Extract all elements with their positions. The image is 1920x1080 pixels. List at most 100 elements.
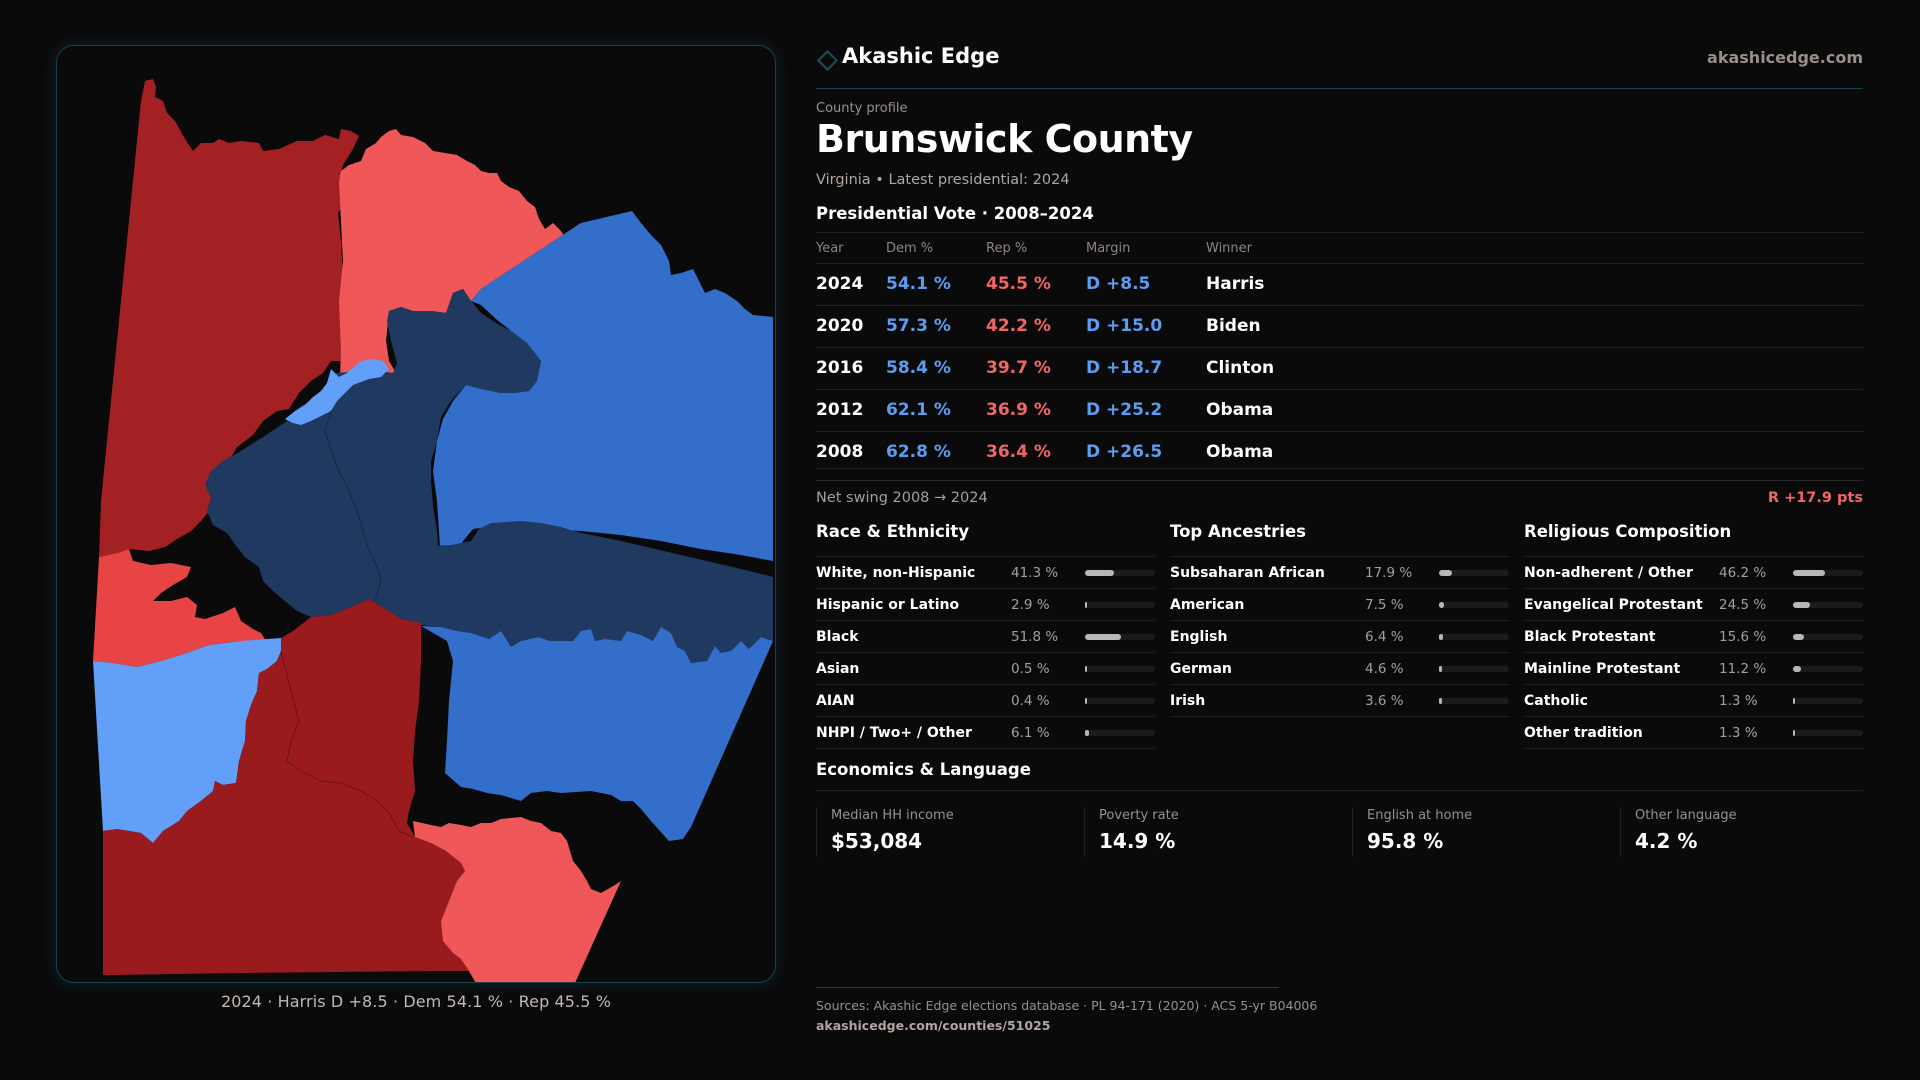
percent-bar-track (1439, 634, 1509, 640)
percent-bar-track (1439, 666, 1509, 672)
table-row: 2020 57.3 % 42.2 % D +15.0 Biden (816, 305, 1863, 347)
map-region-southeast-dem[interactable] (421, 626, 773, 841)
cell-year: 2020 (816, 316, 864, 336)
list-item: Black 51.8 % (816, 621, 1155, 653)
footer-divider (816, 987, 1279, 988)
percent-bar-fill (1793, 570, 1825, 576)
cell-rep: 45.5 % (986, 274, 1051, 294)
brand-url-link[interactable]: akashicedge.com (1707, 48, 1863, 67)
item-label: Catholic (1524, 693, 1588, 709)
item-value: 41.3 % (1011, 565, 1059, 581)
item-label: Subsaharan African (1170, 565, 1325, 581)
net-swing-value: R +17.9 pts (1767, 490, 1863, 506)
cell-winner: Biden (1206, 316, 1261, 336)
map-region-inlet-lean-dem[interactable] (285, 359, 389, 425)
list-item: Black Protestant 15.6 % (1524, 621, 1863, 653)
map-region-southwest-lean-dem[interactable] (93, 638, 281, 843)
stat-english-at-home: English at home 95.8 % (1352, 807, 1627, 857)
col-header-winner: Winner (1206, 241, 1253, 256)
map-region-north-lean-rep[interactable] (339, 129, 581, 403)
item-label: German (1170, 661, 1232, 677)
list-item: AIAN 0.4 % (816, 685, 1155, 717)
percent-bar-track (1793, 634, 1863, 640)
map-region-southeast-lean-rep[interactable] (413, 817, 621, 982)
item-value: 2.9 % (1011, 597, 1050, 613)
stat-label: English at home (1367, 808, 1473, 823)
economics-divider (816, 790, 1863, 791)
item-value: 1.3 % (1719, 725, 1758, 741)
percent-bar-fill (1085, 634, 1121, 640)
cell-dem: 62.8 % (886, 442, 951, 462)
cell-winner: Obama (1206, 400, 1274, 420)
stat-value: 14.9 % (1099, 829, 1176, 853)
item-value: 46.2 % (1719, 565, 1767, 581)
col-header-margin: Margin (1086, 241, 1131, 256)
percent-bar-fill (1085, 666, 1087, 672)
stat-value: $53,084 (831, 829, 923, 853)
item-label: White, non-Hispanic (816, 565, 976, 581)
cell-margin: D +8.5 (1086, 274, 1151, 294)
percent-bar-track (1085, 602, 1155, 608)
item-value: 15.6 % (1719, 629, 1767, 645)
item-label: English (1170, 629, 1228, 645)
item-value: 7.5 % (1365, 597, 1404, 613)
brand-name[interactable]: Akashic Edge (842, 44, 1000, 68)
cell-winner: Clinton (1206, 358, 1275, 378)
item-label: Evangelical Protestant (1524, 597, 1703, 613)
list-item: Non-adherent / Other 46.2 % (1524, 557, 1863, 589)
cell-margin: D +18.7 (1086, 358, 1163, 378)
table-row: 2012 62.1 % 36.9 % D +25.2 Obama (816, 389, 1863, 431)
item-value: 3.6 % (1365, 693, 1404, 709)
map-region-south-central-strong-rep[interactable] (103, 599, 469, 975)
percent-bar-fill (1085, 698, 1087, 704)
col-header-year: Year (816, 241, 844, 256)
cell-margin: D +15.0 (1086, 316, 1163, 336)
item-label: Hispanic or Latino (816, 597, 960, 613)
col-header-rep: Rep % (986, 241, 1028, 256)
map-region-west-tilt-rep[interactable] (93, 549, 266, 667)
race-ethnicity-section: Race & Ethnicity White, non-Hispanic 41.3… (816, 522, 1155, 749)
map-region-central-strong-dem[interactable] (205, 289, 541, 623)
economics-section-title: Economics & Language (816, 760, 1031, 779)
item-label: Black (816, 629, 859, 645)
stat-other-language: Other language 4.2 % (1620, 807, 1895, 857)
stat-poverty-rate: Poverty rate 14.9 % (1084, 807, 1359, 857)
religion-section: Religious Composition Non-adherent / Oth… (1524, 522, 1863, 749)
stat-median-income: Median HH income $53,084 (816, 807, 1091, 857)
item-value: 1.3 % (1719, 693, 1758, 709)
footer-url-link[interactable]: akashicedge.com/counties/51025 (816, 1018, 1051, 1033)
item-label: Irish (1170, 693, 1206, 709)
diamond-outline-icon (816, 49, 839, 72)
item-label: Asian (816, 661, 860, 677)
item-value: 24.5 % (1719, 597, 1767, 613)
map-region-east-strong-dem-band[interactable] (421, 521, 773, 663)
item-label: Black Protestant (1524, 629, 1656, 645)
item-label: Mainline Protestant (1524, 661, 1681, 677)
table-bottom-border (816, 468, 1863, 469)
percent-bar-fill (1439, 666, 1442, 672)
section-title: Top Ancestries (1170, 522, 1509, 557)
table-row: 2024 54.1 % 45.5 % D +8.5 Harris (816, 263, 1863, 305)
list-item: Subsaharan African 17.9 % (1170, 557, 1509, 589)
percent-bar-track (1085, 570, 1155, 576)
table-row: 2016 58.4 % 39.7 % D +18.7 Clinton (816, 347, 1863, 389)
stat-label: Poverty rate (1099, 808, 1179, 823)
percent-bar-fill (1793, 698, 1795, 704)
percent-bar-fill (1439, 602, 1444, 608)
cell-rep: 42.2 % (986, 316, 1051, 336)
list-item: Other tradition 1.3 % (1524, 717, 1863, 749)
list-item: English 6.4 % (1170, 621, 1509, 653)
col-header-dem: Dem % (886, 241, 934, 256)
section-title: Race & Ethnicity (816, 522, 1155, 557)
page-subtitle: Virginia • Latest presidential: 2024 (816, 172, 1070, 188)
map-region-west-rep[interactable] (99, 79, 359, 557)
percent-bar-fill (1439, 570, 1452, 576)
percent-bar-fill (1085, 570, 1114, 576)
map-region-east-dem[interactable] (433, 211, 773, 581)
list-item: Hispanic or Latino 2.9 % (816, 589, 1155, 621)
cell-dem: 62.1 % (886, 400, 951, 420)
brand-header: Akashic Edge akashicedge.com (816, 44, 1863, 74)
precinct-map (93, 79, 773, 982)
cell-year: 2008 (816, 442, 864, 462)
cell-dem: 58.4 % (886, 358, 951, 378)
